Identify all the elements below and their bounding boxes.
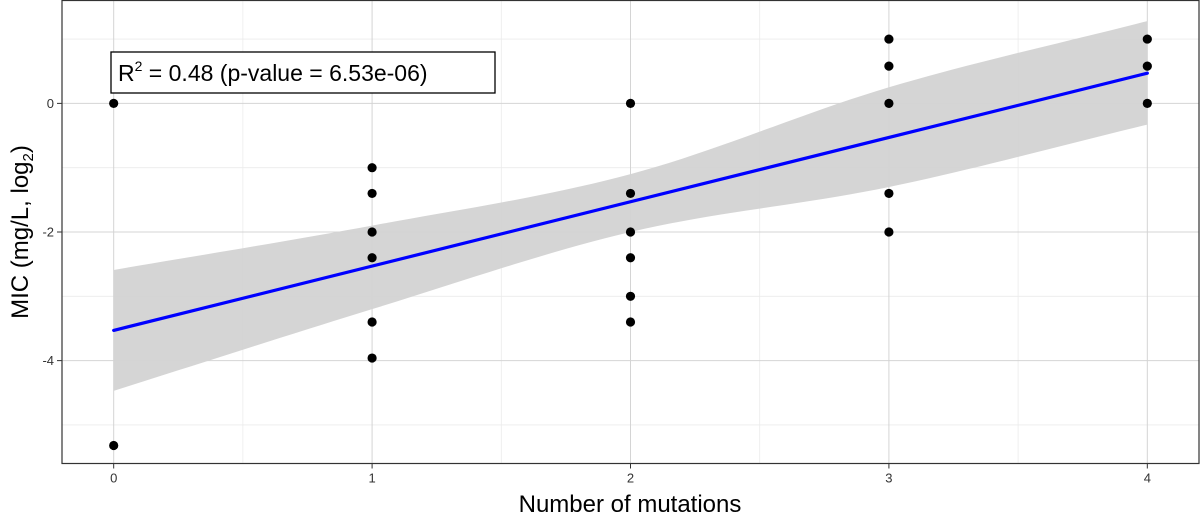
data-point (367, 163, 377, 173)
y-axis-title: MIC (mg/L, log2) (7, 145, 37, 319)
regression-line (112, 71, 1149, 332)
data-point (367, 353, 377, 363)
r-squared-annotation: R2 = 0.48 (p-value = 6.53e-06) (110, 51, 496, 94)
data-point (1142, 61, 1152, 71)
data-point (625, 291, 636, 301)
data-point (367, 253, 377, 263)
data-point (625, 227, 636, 237)
annotation-box (110, 51, 496, 94)
annotation-label: R2 = 0.48 (p-value = 6.53e-06) (118, 58, 428, 86)
y-axis-ticks: -4 -2 0 (42, 96, 62, 368)
data-points (109, 34, 1152, 451)
data-point (109, 98, 119, 108)
data-point (884, 188, 894, 199)
data-point (625, 188, 636, 199)
data-point (884, 98, 894, 108)
confidence-band-group (113, 21, 1148, 391)
regression-line-group (112, 71, 1149, 332)
x-tick-label: 4 (1144, 471, 1151, 486)
data-point (1142, 98, 1152, 108)
y-tick-label: 0 (47, 96, 54, 111)
x-tick-label: 1 (368, 471, 375, 486)
data-point (367, 188, 377, 199)
data-point (884, 61, 894, 71)
x-tick-label: 2 (627, 471, 634, 486)
x-axis-title: Number of mutations (519, 491, 742, 514)
data-point (884, 227, 894, 237)
x-tick-label: 0 (110, 471, 117, 486)
confidence-band (113, 21, 1148, 391)
y-tick-label: -2 (42, 225, 54, 240)
y-tick-label: -4 (42, 353, 54, 368)
data-point (625, 98, 636, 108)
data-point (367, 227, 377, 237)
data-point (625, 317, 636, 327)
x-tick-label: 3 (885, 471, 892, 486)
data-point (625, 253, 636, 263)
data-point (109, 440, 119, 451)
data-point (1142, 34, 1152, 44)
x-axis-ticks: 0 1 2 3 4 (110, 463, 1151, 486)
data-point (884, 34, 894, 44)
data-point (367, 317, 377, 327)
